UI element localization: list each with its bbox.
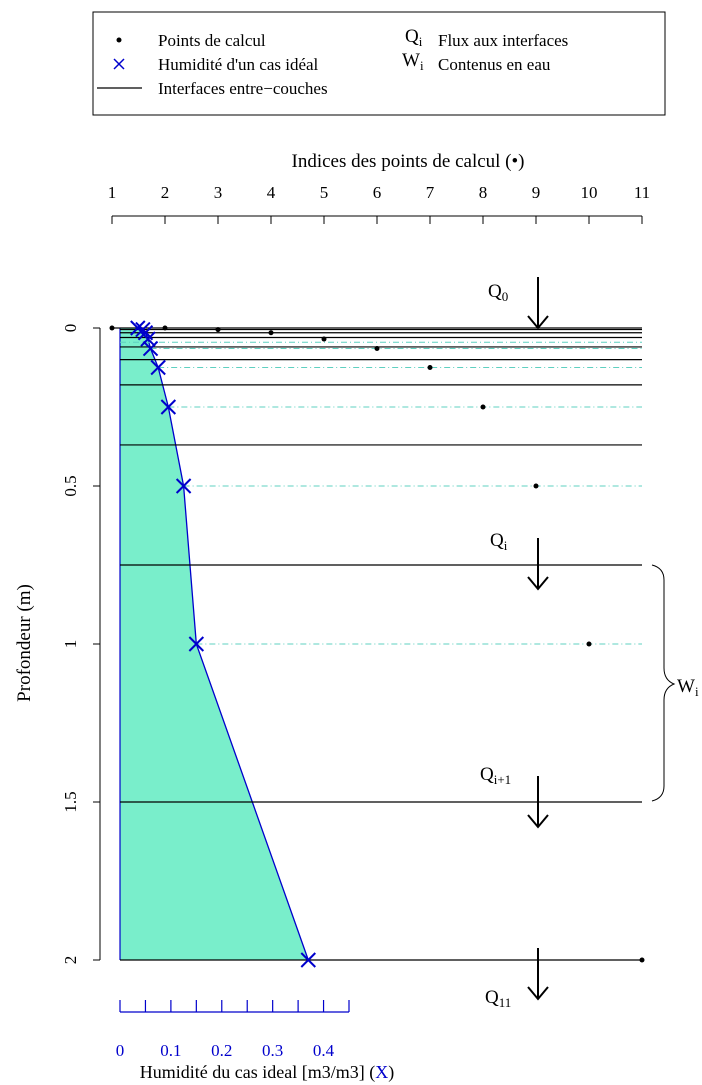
wi-brace-label: Wi <box>677 676 699 699</box>
calc-point-10 <box>586 641 592 647</box>
left-axis-tick-label-2: 2 <box>61 956 80 965</box>
humidity-cross-5 <box>150 359 166 376</box>
legend-cross-marker <box>113 58 125 70</box>
legend-line-label: Interfaces entre−couches <box>158 79 328 98</box>
legend-cross-label: Humidité d'un cas idéal <box>158 55 319 74</box>
humidity-cross-7 <box>175 478 192 494</box>
flux-label-qi1: Qi+1 <box>480 764 511 787</box>
humidity-crosses-layer <box>130 320 316 968</box>
bottom-axis-tick-label-0: 0 <box>116 1041 125 1060</box>
interfaces-layer <box>112 327 642 961</box>
top-axis-tick-label-8: 8 <box>479 183 488 202</box>
humidity-cross-8 <box>188 636 205 652</box>
top-axis-tick-label-11: 11 <box>634 183 650 202</box>
bottom-axis: 0 0.1 0.2 0.3 0.4 <box>116 1000 350 1060</box>
dashed-lines-layer <box>120 341 642 645</box>
top-axis-tick-label-1: 1 <box>108 183 117 202</box>
top-axis-tick-label-4: 4 <box>267 183 276 202</box>
flux-label-q11: Q11 <box>485 987 511 1010</box>
legend-w-symbol: Wi <box>402 50 424 73</box>
top-axis-tick-label-7: 7 <box>426 183 435 202</box>
legend: Points de calcul Humidité d'un cas idéal… <box>92 11 666 116</box>
calc-point-9 <box>533 483 539 489</box>
top-axis-tick-label-5: 5 <box>320 183 329 202</box>
wi-brace <box>651 564 676 802</box>
calc-points-layer <box>109 325 645 963</box>
bottom-axis-tick-label-0.2: 0.2 <box>211 1041 232 1060</box>
calc-point-11 <box>639 957 645 963</box>
flux-arrow-q0 <box>527 277 549 330</box>
bottom-axis-tick-label-0.4: 0.4 <box>313 1041 335 1060</box>
humidity-cross-4 <box>142 340 159 357</box>
flux-label-q0: Q0 <box>488 281 508 304</box>
bottom-axis-title: Humidité du cas ideal [m3/m3] (X) <box>140 1062 394 1083</box>
legend-w-label: Contenus en eau <box>438 55 551 74</box>
calc-point-7 <box>427 365 433 370</box>
legend-q-label: Flux aux interfaces <box>438 31 568 50</box>
top-axis-tick-label-6: 6 <box>373 183 382 202</box>
bottom-axis-tick-label-0.3: 0.3 <box>262 1041 283 1060</box>
calc-point-8 <box>480 404 486 410</box>
top-axis-title: Indices des points de calcul (•) <box>292 151 525 172</box>
flux-arrow-qi <box>527 538 549 591</box>
left-axis-title: Profondeur (m) <box>14 584 35 702</box>
flux-arrow-q11 <box>527 948 549 1001</box>
left-axis-tick-label-1.5: 1.5 <box>61 791 80 812</box>
calc-point-6 <box>374 346 380 352</box>
left-axis-tick-label-0.5: 0.5 <box>61 475 80 496</box>
left-axis-tick-label-0: 0 <box>61 324 80 333</box>
top-axis-tick-label-9: 9 <box>532 183 541 202</box>
calc-point-3 <box>215 327 221 333</box>
calc-point-4 <box>268 330 274 336</box>
bottom-axis-tick-label-0.1: 0.1 <box>160 1041 181 1060</box>
calc-point-1 <box>109 325 115 331</box>
calc-point-2 <box>162 325 168 331</box>
top-axis-tick-label-10: 10 <box>581 183 598 202</box>
calc-point-5 <box>321 336 327 342</box>
flux-label-qi: Qi <box>490 530 508 553</box>
left-axis-tick-label-1: 1 <box>61 640 80 649</box>
left-axis: 0 0.5 1 1.5 2 <box>61 324 101 965</box>
top-axis: 1 2 3 4 5 6 7 8 9 10 11 <box>108 183 650 224</box>
humidity-cross-3 <box>140 331 156 347</box>
legend-box <box>92 11 666 116</box>
legend-q-symbol: Qi <box>405 26 423 49</box>
legend-point-marker <box>116 37 122 43</box>
top-axis-tick-label-3: 3 <box>214 183 223 202</box>
humidity-cross-9 <box>300 952 316 968</box>
humidity-cross-6 <box>160 399 177 415</box>
legend-points-label: Points de calcul <box>158 31 266 50</box>
top-axis-tick-label-2: 2 <box>161 183 170 202</box>
flux-arrow-qi1 <box>527 776 549 829</box>
